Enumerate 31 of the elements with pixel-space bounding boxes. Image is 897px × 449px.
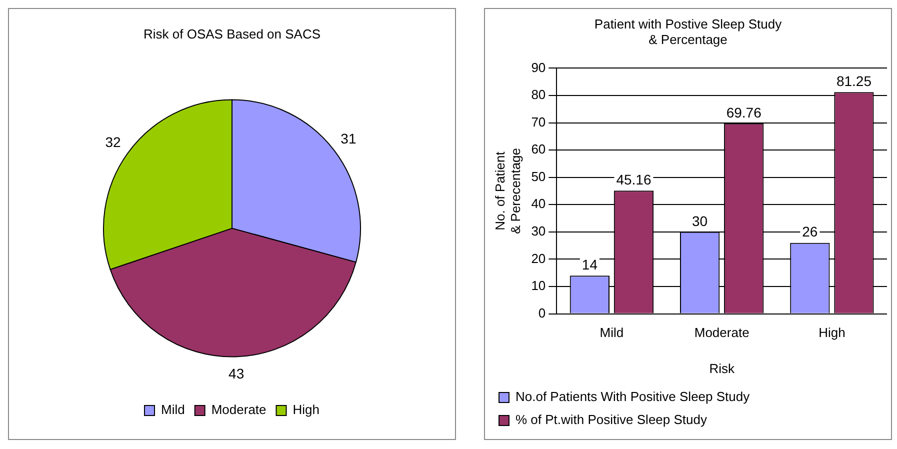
chart-title: Patient with Postive Sleep Study & Percentage [594, 16, 782, 47]
legend-label: No.of Patients With Positive Sleep Study [516, 389, 750, 404]
data-label: 69.76 [726, 104, 762, 120]
legend-label: Mild [161, 402, 185, 418]
y-tick-label: 50 [531, 168, 546, 184]
y-tick-label: 0 [538, 305, 546, 320]
y-tick-label: 30 [531, 224, 546, 239]
data-label: 43 [228, 366, 244, 382]
data-label: 45.16 [616, 171, 652, 188]
x-tick-label: High [818, 325, 846, 340]
x-tick-label: Mild [600, 325, 624, 340]
y-tick-label: 70 [531, 114, 546, 130]
data-label: 31 [340, 130, 356, 146]
data-label: 14 [582, 256, 598, 272]
y-tick-label: 10 [531, 278, 546, 294]
data-label: 26 [802, 224, 818, 240]
chart-title: Risk of OSAS Based on SACS [143, 26, 321, 42]
y-tick-label: 90 [531, 60, 546, 75]
x-axis-title: Risk [709, 360, 735, 376]
data-label: 81.25 [836, 72, 872, 89]
legend-label: % of Pt.with Positive Sleep Study [516, 412, 708, 428]
legend-label: Moderate [211, 402, 266, 418]
data-label: 30 [692, 212, 708, 229]
legend-label: High [292, 402, 320, 418]
y-tick-label: 60 [531, 142, 546, 157]
y-axis-title: No. of Patient & Perecentage [492, 148, 523, 234]
x-tick-label: Moderate [694, 325, 750, 340]
y-tick-label: 20 [531, 250, 546, 266]
y-tick-label: 80 [531, 87, 546, 102]
data-label: 32 [105, 134, 121, 150]
y-tick-label: 40 [531, 196, 546, 212]
